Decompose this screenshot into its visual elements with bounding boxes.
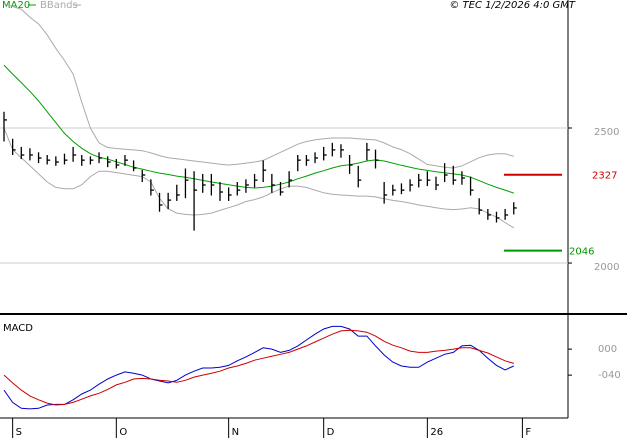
upper-band bbox=[3, 3, 514, 169]
legend-label: MA20 bbox=[2, 0, 30, 11]
ma-line bbox=[3, 64, 514, 194]
copyright: © TEC 1/2/2026 4:0 GMT bbox=[449, 0, 576, 11]
level-label: 2046 bbox=[569, 247, 594, 258]
y-tick-label: 2000 bbox=[594, 262, 619, 273]
lower-band bbox=[3, 127, 515, 229]
x-tick-label: N bbox=[232, 427, 239, 438]
x-tick-label: F bbox=[525, 427, 531, 438]
macd-panel bbox=[3, 325, 515, 410]
legend-label: BBands bbox=[40, 0, 78, 11]
macd-line bbox=[3, 329, 514, 406]
x-tick-label: S bbox=[16, 427, 22, 438]
y-tick-label: -040 bbox=[598, 370, 621, 381]
x-tick-label: D bbox=[327, 427, 335, 438]
y-tick-label: 2500 bbox=[594, 127, 619, 138]
level-label: 2327 bbox=[592, 171, 617, 182]
price-panel bbox=[0, 3, 568, 264]
x-tick-label: O bbox=[119, 427, 127, 438]
y-tick-label: 000 bbox=[598, 344, 617, 355]
macd-line bbox=[3, 325, 515, 410]
x-tick-label: 26 bbox=[430, 427, 443, 438]
panel-title: MACD bbox=[3, 323, 33, 334]
